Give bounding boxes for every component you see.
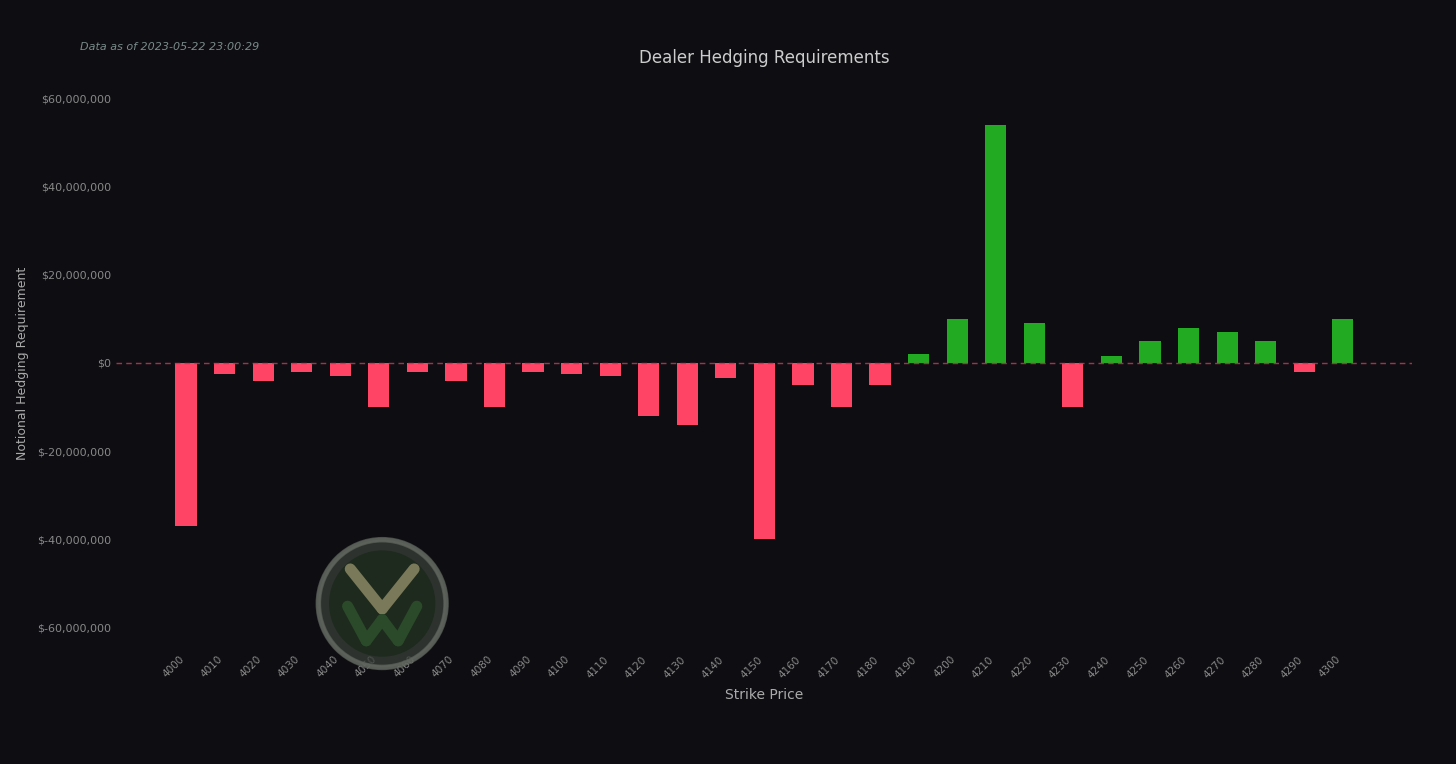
Bar <box>446 363 466 380</box>
Bar <box>1293 363 1315 372</box>
Bar <box>909 354 929 363</box>
Bar <box>831 363 852 407</box>
Bar <box>600 363 620 376</box>
Text: Data as of 2023-05-22 23:00:29: Data as of 2023-05-22 23:00:29 <box>80 42 259 52</box>
Bar <box>754 363 775 539</box>
Bar <box>986 125 1006 363</box>
Bar <box>792 363 814 385</box>
Bar <box>214 363 236 374</box>
Bar <box>1063 363 1083 407</box>
Bar <box>523 363 543 372</box>
Bar <box>677 363 697 425</box>
X-axis label: Strike Price: Strike Price <box>725 688 804 702</box>
Bar <box>869 363 891 385</box>
Title: Dealer Hedging Requirements: Dealer Hedging Requirements <box>639 48 890 66</box>
Bar <box>1255 341 1277 363</box>
Bar <box>1140 341 1160 363</box>
Bar <box>1178 328 1200 363</box>
Bar <box>561 363 582 374</box>
Ellipse shape <box>319 539 446 668</box>
Y-axis label: Notional Hedging Requirement: Notional Hedging Requirement <box>16 267 29 459</box>
Bar <box>946 319 968 363</box>
Bar <box>638 363 660 416</box>
Bar <box>1024 323 1045 363</box>
Bar <box>329 363 351 376</box>
Bar <box>175 363 197 526</box>
Bar <box>1101 356 1123 363</box>
Bar <box>483 363 505 407</box>
Ellipse shape <box>329 550 435 657</box>
Bar <box>715 363 737 378</box>
Bar <box>1217 332 1238 363</box>
Bar <box>1332 319 1354 363</box>
Bar <box>291 363 312 372</box>
Bar <box>406 363 428 372</box>
Bar <box>252 363 274 380</box>
Bar <box>368 363 389 407</box>
